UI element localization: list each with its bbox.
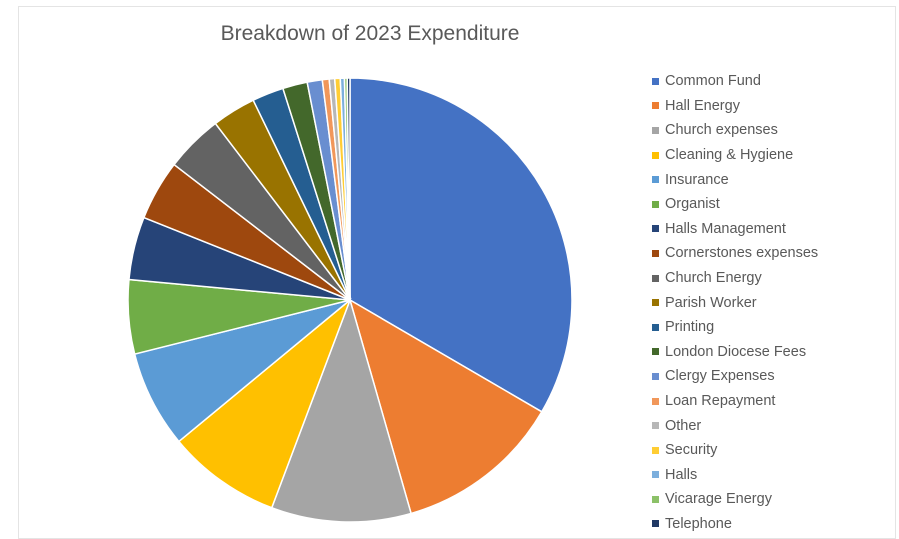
legend-item-11: London Diocese Fees [652, 340, 818, 365]
legend-label-2: Church expenses [665, 122, 778, 139]
legend-swatch-10 [652, 323, 659, 331]
legend-swatch-1 [652, 102, 659, 110]
legend-item-10: Printing [652, 315, 818, 340]
legend-label-9: Parish Worker [665, 294, 757, 311]
legend-item-7: Cornerstones expenses [652, 241, 818, 266]
legend-label-7: Cornerstones expenses [665, 245, 819, 262]
legend-swatch-0 [652, 77, 659, 85]
legend-swatch-15 [652, 446, 659, 454]
legend-item-14: Other [652, 413, 818, 438]
legend-swatch-17 [652, 495, 659, 503]
legend-swatch-3 [652, 151, 659, 159]
legend-item-6: Halls Management [652, 217, 818, 242]
chart-title: Breakdown of 2023 Expenditure [220, 22, 520, 45]
legend-label-18: Telephone [665, 515, 732, 532]
legend-label-14: Other [665, 417, 702, 434]
legend-swatch-12 [652, 372, 659, 380]
legend-swatch-7 [652, 249, 659, 257]
legend-swatch-14 [652, 422, 659, 430]
legend-item-1: Hall Energy [652, 94, 818, 119]
legend-label-12: Clergy Expenses [665, 368, 775, 385]
pie-slice-2 [270, 297, 413, 523]
pie-slice-18 [346, 77, 351, 301]
legend-swatch-9 [652, 299, 659, 307]
legend-label-5: Organist [665, 196, 720, 213]
legend-label-1: Hall Energy [665, 97, 740, 114]
legend-label-3: Cleaning & Hygiene [665, 147, 794, 164]
legend-label-0: Common Fund [665, 73, 761, 90]
legend-item-9: Parish Worker [652, 290, 818, 315]
legend-item-3: Cleaning & Hygiene [652, 143, 818, 168]
legend-label-8: Church Energy [665, 270, 762, 287]
legend-swatch-2 [652, 126, 659, 134]
legend-swatch-5 [652, 200, 659, 208]
legend: Common Fund Hall Energy Church expenses Cle… [652, 69, 818, 536]
legend-label-10: Printing [665, 319, 715, 336]
legend-swatch-16 [652, 471, 659, 479]
legend-item-2: Church expenses [652, 118, 818, 143]
legend-item-5: Organist [652, 192, 818, 217]
legend-swatch-6 [652, 225, 659, 233]
legend-item-0: Common Fund [652, 69, 818, 94]
legend-swatch-18 [652, 520, 659, 528]
legend-swatch-11 [652, 348, 659, 356]
legend-item-4: Insurance [652, 167, 818, 192]
legend-label-13: Loan Repayment [665, 393, 776, 410]
legend-item-12: Clergy Expenses [652, 364, 818, 389]
legend-label-4: Insurance [665, 171, 729, 188]
legend-swatch-8 [652, 274, 659, 282]
legend-item-18: Telephone [652, 512, 818, 537]
legend-label-15: Security [665, 442, 718, 459]
legend-label-16: Halls [665, 466, 698, 483]
legend-label-11: London Diocese Fees [665, 343, 807, 360]
legend-label-6: Halls Management [665, 220, 786, 237]
legend-item-13: Loan Repayment [652, 389, 818, 414]
legend-item-15: Security [652, 438, 818, 463]
legend-swatch-4 [652, 176, 659, 184]
pie-slice-1 [348, 298, 543, 515]
legend-label-17: Vicarage Energy [665, 491, 772, 508]
pie-slice-3 [177, 297, 352, 509]
pie-slice-0 [349, 77, 573, 413]
legend-item-8: Church Energy [652, 266, 818, 291]
legend-item-17: Vicarage Energy [652, 487, 818, 512]
legend-swatch-13 [652, 397, 659, 405]
legend-item-16: Halls [652, 463, 818, 488]
